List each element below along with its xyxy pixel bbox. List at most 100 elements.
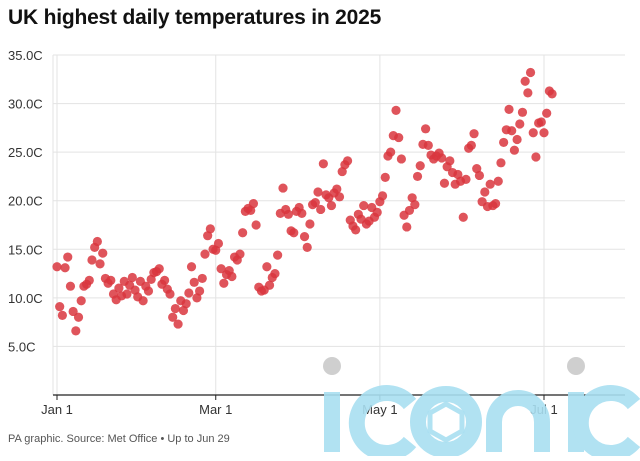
data-point	[507, 126, 517, 136]
data-point	[439, 178, 450, 188]
data-point	[359, 200, 369, 211]
data-point	[305, 219, 315, 229]
data-point	[273, 250, 283, 260]
data-point	[95, 259, 105, 269]
data-point	[380, 172, 390, 182]
data-point	[466, 140, 476, 150]
data-point	[437, 153, 447, 163]
data-point	[55, 302, 65, 312]
data-point	[160, 275, 170, 285]
data-point	[200, 249, 210, 259]
data-point	[480, 187, 490, 197]
y-tick-label: 5.0C	[8, 339, 35, 354]
data-point	[92, 236, 102, 247]
data-point	[396, 154, 406, 164]
data-point	[377, 191, 388, 201]
y-tick-label: 25.0C	[8, 145, 43, 160]
data-point	[63, 252, 73, 262]
data-point	[445, 156, 455, 166]
data-point	[525, 67, 536, 78]
data-point	[332, 184, 342, 194]
data-point	[421, 124, 431, 134]
data-point	[270, 268, 280, 279]
data-point	[536, 117, 546, 127]
x-tick-label: Jan 1	[41, 402, 73, 417]
data-point	[84, 275, 94, 285]
data-point	[71, 326, 81, 336]
data-point	[310, 198, 320, 208]
data-point	[262, 262, 272, 272]
data-point	[283, 209, 293, 219]
data-points	[52, 67, 557, 336]
data-point	[469, 129, 479, 139]
data-point	[68, 306, 78, 317]
data-point	[98, 248, 108, 258]
data-point	[76, 296, 86, 306]
data-point	[404, 205, 415, 216]
data-point	[60, 263, 70, 273]
data-point	[235, 249, 245, 259]
data-point	[195, 286, 205, 296]
data-point	[313, 187, 323, 197]
data-point	[227, 271, 237, 282]
data-point	[547, 89, 557, 99]
data-point	[65, 281, 76, 291]
data-point	[302, 242, 312, 252]
data-point	[539, 128, 549, 138]
data-point	[386, 147, 396, 157]
data-point	[334, 192, 345, 202]
x-tick-label: Mar 1	[199, 402, 232, 417]
data-point	[219, 278, 229, 288]
data-point	[372, 207, 382, 217]
data-point	[485, 179, 495, 189]
data-point	[138, 296, 148, 306]
data-point	[197, 273, 207, 284]
data-point	[394, 132, 404, 143]
data-point	[264, 280, 275, 290]
data-point	[189, 277, 199, 287]
data-point	[154, 264, 164, 274]
x-tick-label: May 1	[362, 402, 397, 417]
y-tick-label: 35.0C	[8, 48, 43, 63]
data-point	[173, 319, 183, 329]
data-point	[531, 152, 541, 162]
data-point	[73, 312, 84, 322]
chart-title: UK highest daily temperatures in 2025	[8, 6, 382, 29]
data-point	[509, 145, 520, 155]
data-point	[165, 289, 175, 299]
data-point	[342, 156, 353, 166]
data-point	[57, 310, 67, 320]
y-axis-ticks: 5.0C 10.0C 15.0C 20.0C 25.0C 30.0C 35.0C	[8, 48, 43, 354]
data-point	[520, 76, 530, 86]
y-tick-label: 10.0C	[8, 291, 43, 306]
data-point	[496, 158, 506, 168]
data-point	[351, 225, 361, 235]
data-point	[458, 212, 468, 222]
data-point	[517, 107, 528, 117]
data-point	[143, 286, 154, 296]
data-point	[127, 272, 137, 283]
data-point	[326, 200, 337, 211]
data-point	[248, 199, 259, 209]
data-point	[523, 88, 533, 98]
data-point	[423, 140, 433, 150]
y-tick-label: 30.0C	[8, 97, 43, 112]
data-point	[402, 222, 412, 232]
data-point	[205, 224, 215, 234]
x-axis-ticks: Jan 1 Mar 1 May 1 Jul 1	[41, 395, 558, 417]
gridlines	[52, 54, 625, 395]
data-point	[122, 289, 132, 299]
data-point	[289, 228, 299, 238]
data-point	[461, 174, 471, 184]
source-footer: PA graphic. Source: Met Office • Up to J…	[8, 433, 230, 445]
data-point	[542, 108, 552, 118]
data-point	[168, 312, 178, 322]
y-tick-label: 15.0C	[8, 242, 43, 257]
data-point	[114, 283, 124, 293]
data-point	[493, 176, 503, 186]
data-point	[299, 232, 310, 242]
data-point	[238, 228, 248, 238]
data-point	[216, 264, 226, 274]
data-point	[410, 200, 420, 210]
